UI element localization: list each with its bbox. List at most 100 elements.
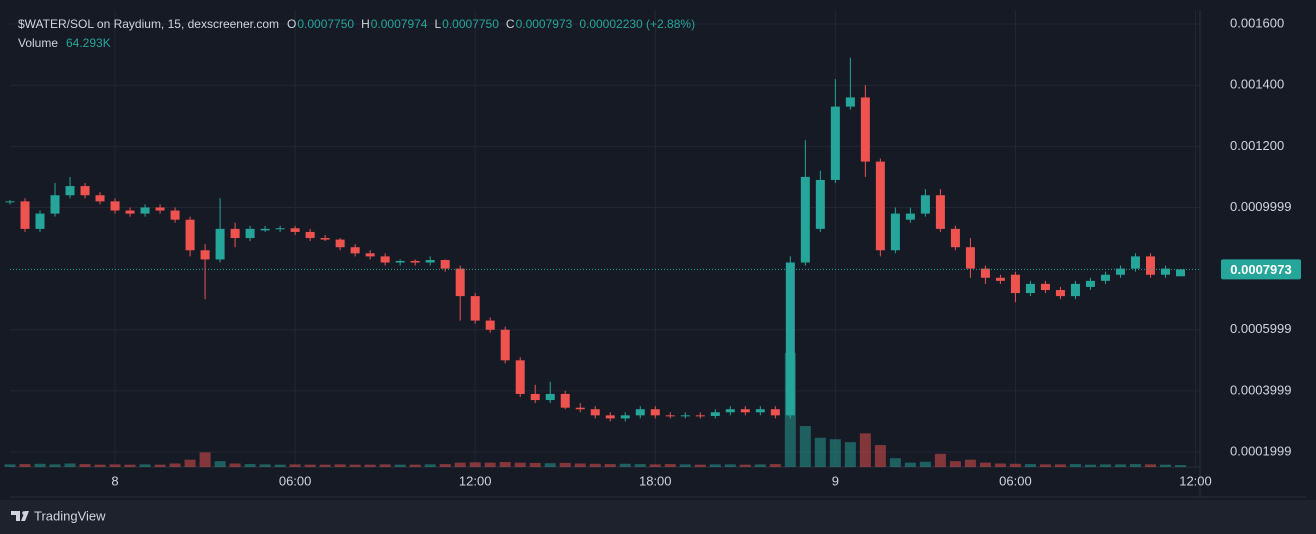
candle-body	[665, 415, 675, 417]
volume-bar	[274, 464, 286, 467]
volume-bar	[169, 463, 181, 467]
candle-body	[20, 201, 30, 229]
volume-bar	[19, 464, 31, 467]
overlay: 0.0007973	[10, 259, 1301, 280]
candle-body	[155, 207, 165, 211]
candle-body	[1025, 283, 1035, 294]
candle-body	[500, 329, 510, 361]
volume-bar	[184, 459, 196, 467]
candle-body	[1085, 280, 1095, 287]
candle-body	[770, 409, 780, 416]
candles	[5, 57, 1185, 422]
candle-body	[395, 260, 405, 263]
candle-body	[1145, 256, 1155, 275]
x-tick-label: 18:00	[639, 473, 672, 488]
candle-body	[305, 231, 315, 239]
candle-body	[785, 262, 795, 416]
candle-body	[485, 320, 495, 330]
candle-body	[1115, 268, 1125, 275]
volume-bar	[34, 463, 46, 467]
volume-bar	[499, 462, 511, 467]
volume-bar	[454, 462, 466, 467]
volume-bar	[709, 464, 721, 467]
y-tick-label: 0.001600	[1230, 15, 1284, 30]
y-tick-label: 0.001200	[1230, 138, 1284, 153]
volume-bar	[319, 464, 331, 467]
volume-bar	[994, 463, 1006, 467]
candle-body	[185, 219, 195, 251]
x-tick-label: 8	[111, 473, 118, 488]
candle-body	[995, 277, 1005, 281]
candle-body	[95, 195, 105, 202]
volume-bar	[199, 452, 211, 467]
volume-title: Volume	[18, 36, 58, 50]
volume-bar	[979, 462, 991, 467]
volume-bar	[79, 464, 91, 467]
candle-body	[320, 238, 330, 240]
candle-body	[1130, 256, 1140, 269]
volume-bar	[259, 464, 271, 467]
volume-bar	[754, 464, 766, 467]
candle-body	[1175, 269, 1185, 277]
candle-body	[830, 106, 840, 180]
volume-bar	[634, 464, 646, 467]
volume-bar	[304, 464, 316, 467]
footer	[0, 500, 1316, 534]
candle-body	[50, 195, 60, 214]
candle-body	[290, 228, 300, 232]
volume-bar	[1024, 464, 1036, 467]
volume-bar	[844, 442, 856, 467]
volume-bar	[919, 461, 931, 467]
candle-body	[260, 228, 270, 231]
candle-body	[605, 415, 615, 419]
candle-body	[725, 409, 735, 413]
grid: 0.001600 0.001400 0.001200 0.0009999 0.00059…	[10, 10, 1291, 488]
candle-body	[335, 239, 345, 248]
candle-body	[590, 409, 600, 416]
candle-body	[815, 179, 825, 229]
y-tick-label: 0.0003999	[1230, 382, 1291, 397]
candle-body	[650, 409, 660, 416]
last-price-label: 0.0007973	[1230, 262, 1291, 277]
candle-body	[245, 228, 255, 239]
candle-body	[575, 407, 585, 410]
candle-body	[125, 210, 135, 214]
volume-bar	[514, 462, 526, 467]
volume-bar	[604, 464, 616, 467]
y-tick-label: 0.001400	[1230, 77, 1284, 92]
candle-body	[530, 393, 540, 401]
volume-bar	[1084, 464, 1096, 467]
volume-bar	[964, 459, 976, 467]
candle-body	[740, 409, 750, 413]
volume-bar	[589, 463, 601, 467]
volume-bar	[139, 464, 151, 467]
volume-bar	[1039, 464, 1051, 467]
volume-bar	[649, 464, 661, 467]
candle-body	[890, 213, 900, 251]
volume-bar	[544, 463, 556, 467]
volume-bar	[424, 464, 436, 467]
change-value: 0.00002230 (+2.88%)	[579, 17, 695, 31]
volume-bar	[1114, 464, 1126, 467]
volume-bar	[4, 464, 16, 467]
candle-body	[200, 250, 210, 260]
volume-bar	[364, 464, 376, 467]
ohlc-value: 0.0007973	[516, 17, 573, 31]
candle-body	[1070, 283, 1080, 297]
volume-bar	[334, 464, 346, 467]
volume-bar	[289, 464, 301, 467]
volume-bar	[1069, 464, 1081, 467]
candle-body	[230, 228, 240, 239]
volume-bar	[1159, 464, 1171, 467]
y-tick-label: 0.0005999	[1230, 321, 1291, 336]
candle-body	[455, 268, 465, 297]
candle-body	[545, 393, 555, 401]
candle-body	[515, 360, 525, 394]
volume-bar	[559, 462, 571, 467]
volume-bar	[49, 464, 61, 467]
volume-bar	[469, 462, 481, 467]
candle-body	[110, 201, 120, 211]
candle-body	[410, 260, 420, 263]
